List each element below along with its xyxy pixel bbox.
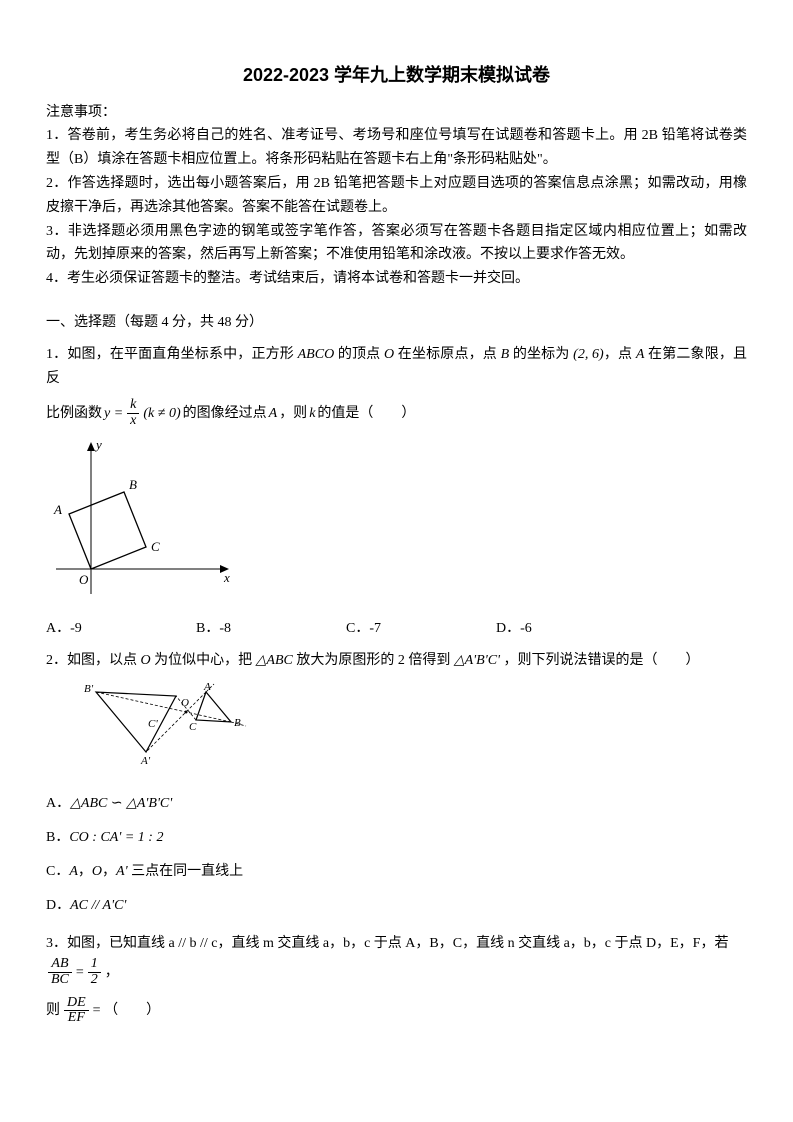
fig1-c-label: C — [151, 539, 160, 554]
q1-m4: ，点 — [604, 347, 636, 362]
q1-l2-mid: 的图像经过点 — [183, 402, 267, 426]
q2-m2: 放大为原图形的 2 倍得到 — [293, 653, 454, 668]
q1-l2-a: A — [269, 402, 278, 426]
q2-o: O — [141, 653, 151, 668]
q2-option-b: B．CO : CA' = 1 : 2 — [46, 826, 747, 850]
q2a-sim: ∽ — [107, 796, 126, 811]
q3-f2-num: 1 — [88, 957, 101, 973]
fig2-b-label: B — [234, 717, 241, 729]
figure-2: O A B C A' B' C' — [46, 682, 747, 782]
q2d-pre: D． — [46, 898, 70, 913]
q1-o: O — [384, 347, 394, 362]
q2-option-c: C．A，O，A' 三点在同一直线上 — [46, 860, 747, 884]
q1-option-b: B．-8 — [196, 617, 346, 641]
q3-eq: = — [76, 961, 84, 985]
q1-m3: 的坐标为 — [509, 347, 573, 362]
q1-option-c: C．-7 — [346, 617, 496, 641]
q2d-body: AC // A'C' — [70, 898, 126, 913]
q1-choices: A．-9 B．-8 C．-7 D．-6 — [46, 617, 747, 641]
fig1-x-label: x — [223, 570, 230, 585]
q2a-t2: △A'B'C' — [126, 796, 172, 811]
q2-option-a: A．△ABC ∽ △A'B'C' — [46, 792, 747, 816]
fig2-b2-label: B' — [84, 683, 94, 695]
q1-abco: ABCO — [298, 347, 335, 362]
fig2-c-label: C — [189, 721, 197, 733]
section-1-header: 一、选择题（每题 4 分，共 48 分） — [46, 311, 747, 335]
notice-item-2: 2．作答选择题时，选出每小题答案后，用 2B 铅笔把答题卡上对应题目选项的答案信… — [46, 172, 747, 220]
q2a-t1: △ABC — [70, 796, 107, 811]
question-1: 1．如图，在平面直角坐标系中，正方形 ABCO 的顶点 O 在坐标原点，点 B … — [46, 343, 747, 391]
fig2-a-label: A — [203, 682, 211, 693]
notice-item-3: 3．非选择题必须用黑色字迹的钢笔或签字笔作答，答案必须写在答题卡各题目指定区域内… — [46, 220, 747, 268]
q3-f1-den: BC — [48, 973, 72, 988]
fig1-o-label: O — [79, 572, 89, 587]
q2c-tail: 三点在同一直线上 — [128, 864, 244, 879]
q2-prefix: 2．如图，以点 — [46, 653, 141, 668]
q1-yeq: y = — [104, 402, 123, 426]
q1-frac-den: x — [127, 414, 139, 429]
q2c-c1: ， — [78, 864, 92, 879]
q2-end: ，则下列说法错误的是（ ） — [500, 653, 700, 668]
q1-option-a: A．-9 — [46, 617, 196, 641]
q3-comma: ， — [105, 961, 119, 985]
q2c-pre: C． — [46, 864, 69, 879]
q2c-a: A — [69, 864, 78, 879]
q2a-pre: A． — [46, 796, 70, 811]
q3-frac3: DE EF — [64, 996, 89, 1026]
notice-item-1: 1．答卷前，考生务必将自己的姓名、准考证号、考场号和座位号填写在试题卷和答题卡上… — [46, 124, 747, 172]
q1-line2: 比例函数 y = k x (k ≠ 0) 的图像经过点 A ，则 k 的值是（ … — [46, 398, 747, 428]
question-2: 2．如图，以点 O 为位似中心，把 △ABC 放大为原图形的 2 倍得到 △A'… — [46, 649, 747, 673]
q2c-c2: ， — [102, 864, 116, 879]
q1-text: 1．如图，在平面直角坐标系中，正方形 — [46, 347, 298, 362]
q3-f3-den: EF — [65, 1011, 88, 1026]
q1-option-d: D．-6 — [496, 617, 646, 641]
q3-frac2: 1 2 — [88, 957, 101, 987]
q2-m1: 为位似中心，把 — [151, 653, 256, 668]
q1-l2-end: 的值是（ ） — [317, 402, 415, 426]
q1-l2-k: k — [309, 402, 315, 426]
q3-frac1: AB BC — [48, 957, 72, 987]
notice-heading: 注意事项： — [46, 101, 747, 125]
fig1-y-label: y — [94, 439, 102, 452]
q2-abc: △ABC — [256, 653, 293, 668]
q2b-pre: B． — [46, 830, 69, 845]
q1-coord: (2, 6) — [573, 347, 604, 362]
fig2-c2-label: C' — [148, 718, 158, 730]
q3-l2-post: = （ ） — [93, 999, 160, 1023]
q1-b: B — [501, 347, 510, 362]
q2-option-d: D．AC // A'C' — [46, 894, 747, 918]
fig2-a2-label: A' — [140, 755, 151, 767]
q2-abc2: △A'B'C' — [454, 653, 500, 668]
q3-prefix: 3．如图，已知直线 a // b // c，直线 m 交直线 a，b，c 于点 … — [46, 932, 728, 956]
q3-f3-num: DE — [64, 996, 89, 1012]
q1-knot0: (k ≠ 0) — [143, 402, 180, 426]
q1-m1: 的顶点 — [334, 347, 384, 362]
q2c-a2: A' — [116, 864, 128, 879]
page-title: 2022-2023 学年九上数学期末模拟试卷 — [46, 60, 747, 91]
notice-item-4: 4．考生必须保证答题卡的整洁。考试结束后，请将本试卷和答题卡一并交回。 — [46, 267, 747, 291]
q2c-o: O — [92, 864, 102, 879]
q3-f2-den: 2 — [88, 973, 101, 988]
figure-1: y x O A B C — [46, 439, 747, 609]
q3-line2: 则 DE EF = （ ） — [46, 996, 747, 1026]
q1-l2-post: ，则 — [279, 402, 307, 426]
fig1-b-label: B — [129, 477, 137, 492]
q1-frac-num: k — [127, 398, 139, 414]
q1-l2-pre: 比例函数 — [46, 402, 102, 426]
q1-m2: 在坐标原点，点 — [394, 347, 500, 362]
q3-f1-num: AB — [48, 957, 71, 973]
q2b-body: CO : CA' = 1 : 2 — [69, 830, 163, 845]
q1-fraction: k x — [127, 398, 139, 428]
fig1-a-label: A — [53, 502, 62, 517]
q3-l2-pre: 则 — [46, 999, 60, 1023]
fig2-o-label: O — [181, 697, 189, 709]
question-3: 3．如图，已知直线 a // b // c，直线 m 交直线 a，b，c 于点 … — [46, 932, 747, 988]
